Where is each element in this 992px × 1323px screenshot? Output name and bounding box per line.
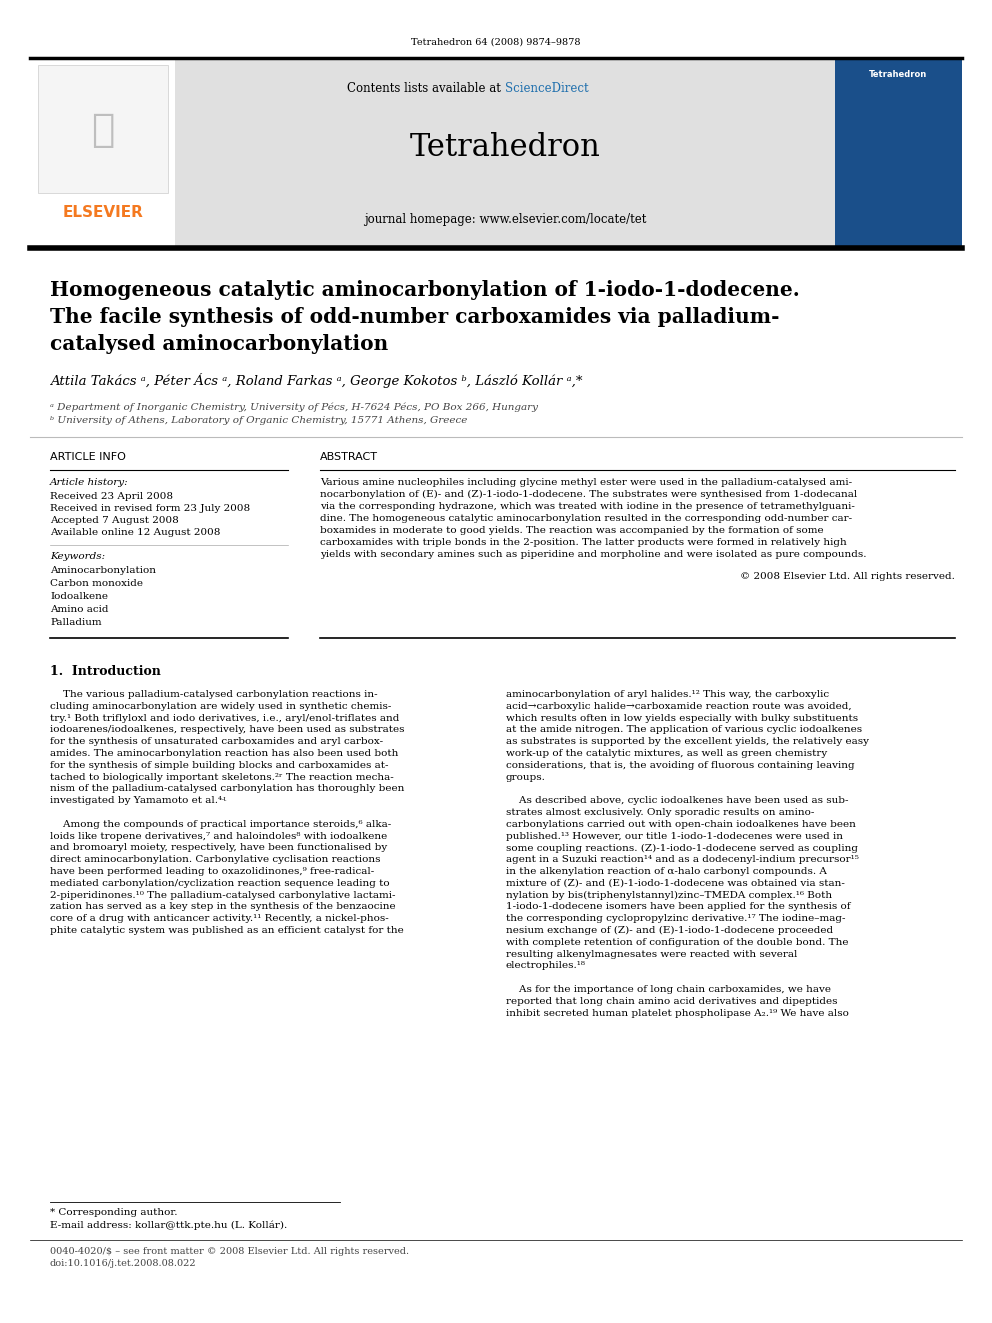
- Text: 1-iodo-1-dodecene isomers have been applied for the synthesis of: 1-iodo-1-dodecene isomers have been appl…: [506, 902, 850, 912]
- Text: journal homepage: www.elsevier.com/locate/tet: journal homepage: www.elsevier.com/locat…: [364, 213, 646, 226]
- Text: Among the compounds of practical importance steroids,⁶ alka-: Among the compounds of practical importa…: [50, 820, 391, 828]
- Text: Tetrahedron: Tetrahedron: [410, 132, 600, 164]
- Text: agent in a Suzuki reaction¹⁴ and as a dodecenyl-indium precursor¹⁵: agent in a Suzuki reaction¹⁴ and as a do…: [506, 855, 859, 864]
- Text: reported that long chain amino acid derivatives and dipeptides: reported that long chain amino acid deri…: [506, 996, 837, 1005]
- Text: for the synthesis of simple building blocks and carboxamides at-: for the synthesis of simple building blo…: [50, 761, 389, 770]
- Text: via the corresponding hydrazone, which was treated with iodine in the presence o: via the corresponding hydrazone, which w…: [320, 501, 855, 511]
- Text: dine. The homogeneous catalytic aminocarbonylation resulted in the corresponding: dine. The homogeneous catalytic aminocar…: [320, 515, 852, 523]
- Text: acid→carboxylic halide→carboxamide reaction route was avoided,: acid→carboxylic halide→carboxamide react…: [506, 701, 851, 710]
- Text: direct aminocarbonylation. Carbonylative cyclisation reactions: direct aminocarbonylation. Carbonylative…: [50, 855, 381, 864]
- Text: ELSEVIER: ELSEVIER: [62, 205, 144, 220]
- Text: Keywords:: Keywords:: [50, 552, 105, 561]
- Bar: [835, 58, 962, 247]
- Text: phite catalytic system was published as an efficient catalyst for the: phite catalytic system was published as …: [50, 926, 404, 935]
- Text: Tetrahedron: Tetrahedron: [869, 70, 928, 79]
- Text: investigated by Yamamoto et al.⁴ʵ: investigated by Yamamoto et al.⁴ʵ: [50, 796, 226, 806]
- Text: Received in revised form 23 July 2008: Received in revised form 23 July 2008: [50, 504, 250, 513]
- Text: Carbon monoxide: Carbon monoxide: [50, 579, 143, 587]
- Text: E-mail address: kollar@ttk.pte.hu (L. Kollár).: E-mail address: kollar@ttk.pte.hu (L. Ko…: [50, 1220, 288, 1229]
- Text: mediated carbonylation/cyclization reaction sequence leading to: mediated carbonylation/cyclization react…: [50, 878, 390, 888]
- Text: iodoarenes/iodoalkenes, respectively, have been used as substrates: iodoarenes/iodoalkenes, respectively, ha…: [50, 725, 405, 734]
- Text: published.¹³ However, our title 1-iodo-1-dodecenes were used in: published.¹³ However, our title 1-iodo-1…: [506, 832, 843, 840]
- Text: nesium exchange of (Z)- and (E)-1-iodo-1-dodecene proceeded: nesium exchange of (Z)- and (E)-1-iodo-1…: [506, 926, 833, 935]
- Text: amides. The aminocarbonylation reaction has also been used both: amides. The aminocarbonylation reaction …: [50, 749, 399, 758]
- Text: Available online 12 August 2008: Available online 12 August 2008: [50, 528, 220, 537]
- Text: mixture of (Z)- and (E)-1-iodo-1-dodecene was obtained via stan-: mixture of (Z)- and (E)-1-iodo-1-dodecen…: [506, 878, 845, 888]
- Text: zation has served as a key step in the synthesis of the benzaocine: zation has served as a key step in the s…: [50, 902, 396, 912]
- Bar: [175, 58, 835, 247]
- Text: nism of the palladium-catalysed carbonylation has thoroughly been: nism of the palladium-catalysed carbonyl…: [50, 785, 405, 794]
- Text: the corresponding cyclopropylzinc derivative.¹⁷ The iodine–mag-: the corresponding cyclopropylzinc deriva…: [506, 914, 845, 923]
- Text: at the amide nitrogen. The application of various cyclic iodoalkenes: at the amide nitrogen. The application o…: [506, 725, 862, 734]
- Text: doi:10.1016/j.tet.2008.08.022: doi:10.1016/j.tet.2008.08.022: [50, 1259, 196, 1267]
- Text: strates almost exclusively. Only sporadic results on amino-: strates almost exclusively. Only sporadi…: [506, 808, 814, 818]
- Text: work-up of the catalytic mixtures, as well as green chemistry: work-up of the catalytic mixtures, as we…: [506, 749, 827, 758]
- Text: Aminocarbonylation: Aminocarbonylation: [50, 566, 156, 576]
- Text: 🌳: 🌳: [91, 111, 115, 149]
- Text: ABSTRACT: ABSTRACT: [320, 452, 378, 462]
- Text: Article history:: Article history:: [50, 478, 129, 487]
- Text: aminocarbonylation of aryl halides.¹² This way, the carboxylic: aminocarbonylation of aryl halides.¹² Th…: [506, 691, 829, 699]
- Text: resulting alkenylmagnesates were reacted with several: resulting alkenylmagnesates were reacted…: [506, 950, 798, 959]
- Text: Homogeneous catalytic aminocarbonylation of 1-iodo-1-dodecene.: Homogeneous catalytic aminocarbonylation…: [50, 280, 800, 300]
- Text: Palladium: Palladium: [50, 618, 101, 627]
- Bar: [30, 58, 175, 247]
- Text: nocarbonylation of (E)- and (Z)-1-iodo-1-dodecene. The substrates were synthesis: nocarbonylation of (E)- and (Z)-1-iodo-1…: [320, 490, 857, 499]
- Text: some coupling reactions. (Z)-1-iodo-1-dodecene served as coupling: some coupling reactions. (Z)-1-iodo-1-do…: [506, 843, 858, 852]
- Text: electrophiles.¹⁸: electrophiles.¹⁸: [506, 962, 586, 970]
- Text: 1.  Introduction: 1. Introduction: [50, 665, 161, 677]
- Text: loids like tropene derivatives,⁷ and haloindoles⁸ with iodoalkene: loids like tropene derivatives,⁷ and hal…: [50, 832, 387, 840]
- Text: 0040-4020/$ – see front matter © 2008 Elsevier Ltd. All rights reserved.: 0040-4020/$ – see front matter © 2008 El…: [50, 1248, 409, 1256]
- Text: Iodoalkene: Iodoalkene: [50, 591, 108, 601]
- Text: ᵇ University of Athens, Laboratory of Organic Chemistry, 15771 Athens, Greece: ᵇ University of Athens, Laboratory of Or…: [50, 415, 467, 425]
- Text: Received 23 April 2008: Received 23 April 2008: [50, 492, 173, 501]
- Text: © 2008 Elsevier Ltd. All rights reserved.: © 2008 Elsevier Ltd. All rights reserved…: [740, 572, 955, 581]
- Text: which results often in low yields especially with bulky substituents: which results often in low yields especi…: [506, 713, 858, 722]
- Text: groups.: groups.: [506, 773, 546, 782]
- Text: ᵃ Department of Inorganic Chemistry, University of Pécs, H-7624 Pécs, PO Box 266: ᵃ Department of Inorganic Chemistry, Uni…: [50, 402, 538, 411]
- Text: carbonylations carried out with open-chain iodoalkenes have been: carbonylations carried out with open-cha…: [506, 820, 856, 828]
- Text: core of a drug with anticancer activity.¹¹ Recently, a nickel-phos-: core of a drug with anticancer activity.…: [50, 914, 389, 923]
- Text: The various palladium-catalysed carbonylation reactions in-: The various palladium-catalysed carbonyl…: [50, 691, 378, 699]
- Text: try.¹ Both triflyloxl and iodo derivatives, i.e., aryl/enol-triflates and: try.¹ Both triflyloxl and iodo derivativ…: [50, 713, 400, 722]
- Text: cluding aminocarbonylation are widely used in synthetic chemis-: cluding aminocarbonylation are widely us…: [50, 701, 392, 710]
- Text: Amino acid: Amino acid: [50, 605, 108, 614]
- Text: nylation by bis(triphenylstannyl)zinc–TMEDA complex.¹⁶ Both: nylation by bis(triphenylstannyl)zinc–TM…: [506, 890, 832, 900]
- Text: with complete retention of configuration of the double bond. The: with complete retention of configuration…: [506, 938, 848, 947]
- Text: Tetrahedron 64 (2008) 9874–9878: Tetrahedron 64 (2008) 9874–9878: [412, 38, 580, 48]
- Text: in the alkenylation reaction of α-halo carbonyl compounds. A: in the alkenylation reaction of α-halo c…: [506, 867, 827, 876]
- Text: Attila Takács ᵃ, Péter Ács ᵃ, Roland Farkas ᵃ, George Kokotos ᵇ, László Kollár ᵃ: Attila Takács ᵃ, Péter Ács ᵃ, Roland Far…: [50, 373, 582, 388]
- Text: tached to biologically important skeletons.²ʳ The reaction mecha-: tached to biologically important skeleto…: [50, 773, 394, 782]
- Text: As described above, cyclic iodoalkenes have been used as sub-: As described above, cyclic iodoalkenes h…: [506, 796, 848, 806]
- Text: ARTICLE INFO: ARTICLE INFO: [50, 452, 126, 462]
- Text: as substrates is supported by the excellent yields, the relatively easy: as substrates is supported by the excell…: [506, 737, 869, 746]
- Text: carboxamides with triple bonds in the 2-position. The latter products were forme: carboxamides with triple bonds in the 2-…: [320, 538, 847, 546]
- Text: Accepted 7 August 2008: Accepted 7 August 2008: [50, 516, 179, 525]
- Text: ScienceDirect: ScienceDirect: [505, 82, 588, 95]
- Text: yields with secondary amines such as piperidine and morpholine and were isolated: yields with secondary amines such as pip…: [320, 550, 866, 560]
- Text: considerations, that is, the avoiding of fluorous containing leaving: considerations, that is, the avoiding of…: [506, 761, 855, 770]
- Text: catalysed aminocarbonylation: catalysed aminocarbonylation: [50, 333, 388, 355]
- Text: and bromoaryl moiety, respectively, have been functionalised by: and bromoaryl moiety, respectively, have…: [50, 843, 387, 852]
- Bar: [38, 65, 168, 193]
- Text: 2-piperidinones.¹⁰ The palladium-catalysed carbonylative lactami-: 2-piperidinones.¹⁰ The palladium-catalys…: [50, 890, 396, 900]
- Text: inhibit secreted human platelet phospholipase A₂.¹⁹ We have also: inhibit secreted human platelet phosphol…: [506, 1008, 849, 1017]
- Text: The facile synthesis of odd-number carboxamides via palladium-: The facile synthesis of odd-number carbo…: [50, 307, 780, 327]
- Text: boxamides in moderate to good yields. The reaction was accompanied by the format: boxamides in moderate to good yields. Th…: [320, 527, 823, 534]
- Text: for the synthesis of unsaturated carboxamides and aryl carbox-: for the synthesis of unsaturated carboxa…: [50, 737, 383, 746]
- Text: * Corresponding author.: * Corresponding author.: [50, 1208, 178, 1217]
- Text: Contents lists available at: Contents lists available at: [347, 82, 505, 95]
- Text: Various amine nucleophiles including glycine methyl ester were used in the palla: Various amine nucleophiles including gly…: [320, 478, 852, 487]
- Text: have been performed leading to oxazolidinones,⁹ free-radical-: have been performed leading to oxazolidi…: [50, 867, 374, 876]
- Text: As for the importance of long chain carboxamides, we have: As for the importance of long chain carb…: [506, 986, 831, 994]
